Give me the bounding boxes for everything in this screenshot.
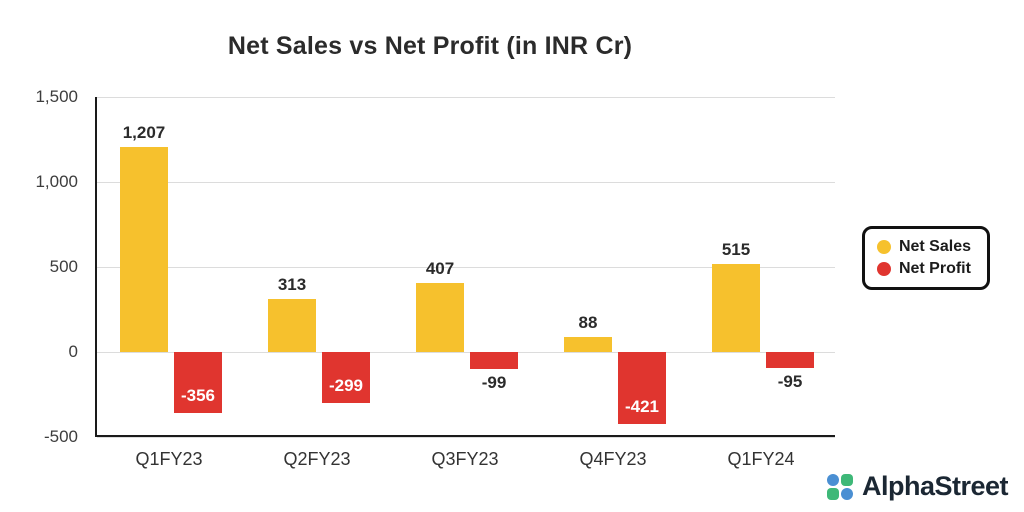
net-profit-dot-icon — [876, 262, 891, 276]
y-tick-label: -500 — [43, 427, 78, 446]
bar-value-label-net-profit-q3fy23: -99 — [481, 372, 507, 392]
bar-value-label-net-sales-q1fy24: 515 — [721, 240, 751, 260]
bar-net-sales-q4fy23 — [564, 337, 612, 352]
net-sales-dot-icon — [876, 240, 891, 254]
bar-net-profit-q3fy23 — [470, 352, 518, 369]
y-tick-label: 0 — [68, 342, 78, 361]
chart-legend: Net Sales Net Profit — [861, 226, 990, 290]
y-tick-label: 500 — [49, 257, 78, 276]
bar-value-label-net-sales-q2fy23: 313 — [277, 274, 307, 294]
bar-value-label-net-profit-q4fy23: -421 — [624, 396, 660, 416]
bar-net-sales-q1fy24 — [712, 264, 760, 352]
x-tick-label: Q2FY23 — [283, 449, 351, 469]
brand-name: AlphaStreet — [861, 471, 1009, 501]
gridline — [97, 182, 835, 183]
bar-net-profit-q2fy23 — [322, 352, 370, 403]
branding: AlphaStreet — [826, 471, 1009, 502]
x-tick-label: Q3FY23 — [431, 449, 499, 469]
x-axis-labels: Q1FY23 Q2FY23 Q3FY23 Q4FY23 Q1FY24 — [95, 449, 835, 475]
bar-net-profit-q1fy23 — [174, 352, 222, 413]
bar-value-label-net-sales-q4fy23: 88 — [578, 313, 598, 333]
bar-net-sales-q2fy23 — [268, 298, 316, 352]
bar-value-label-net-profit-q1fy23: -356 — [180, 385, 216, 405]
gridline — [97, 352, 835, 353]
bar-net-sales-q1fy23 — [120, 146, 168, 352]
y-tick-label: 1,000 — [35, 172, 78, 191]
gridline — [97, 267, 835, 268]
gridline — [97, 97, 835, 98]
x-tick-label: Q4FY23 — [579, 449, 647, 469]
x-tick-label: Q1FY24 — [727, 449, 795, 469]
bar-value-label-net-profit-q2fy23: -299 — [328, 375, 364, 395]
plot-area: 1,207 -356 313 -299 407 -99 88 -421 515 -95 — [95, 97, 835, 438]
legend-label-net-sales: Net Sales — [898, 238, 971, 255]
bar-value-label-net-profit-q1fy24: -95 — [777, 372, 803, 392]
bar-net-profit-q1fy24 — [766, 352, 814, 369]
gridline — [97, 437, 835, 438]
bar-net-sales-q3fy23 — [416, 282, 464, 352]
legend-label-net-profit: Net Profit — [898, 260, 971, 277]
y-axis-labels: 1,500 1,000 500 0 -500 — [0, 87, 86, 446]
x-tick-label: Q1FY23 — [135, 449, 203, 469]
y-tick-label: 1,500 — [35, 87, 78, 106]
bar-value-label-net-sales-q1fy23: 1,207 — [122, 122, 166, 142]
bar-net-profit-q4fy23 — [618, 352, 666, 424]
alphastreet-logo-icon — [826, 473, 853, 500]
bar-value-label-net-sales-q3fy23: 407 — [425, 258, 455, 278]
legend-item-net-sales: Net Sales — [876, 238, 971, 256]
legend-item-net-profit: Net Profit — [876, 260, 971, 278]
chart-title: Net Sales vs Net Profit (in INR Cr) — [227, 32, 633, 60]
